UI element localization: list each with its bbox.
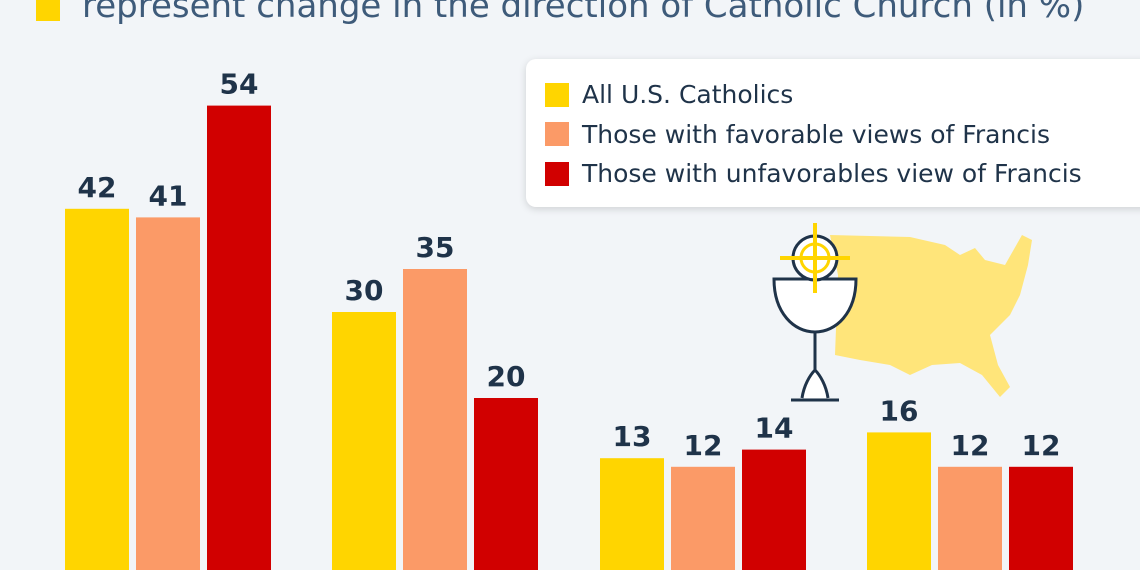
chart-legend: All U.S. Catholics Those with favorable … xyxy=(526,59,1140,207)
bar-all-catholics-group-4 xyxy=(867,432,931,570)
subtitle-marker xyxy=(36,0,60,21)
data-labels-layer: 42 30 13 16 41 35 12 12 54 20 14 12 xyxy=(78,68,1061,462)
bar-all-catholics-group-1 xyxy=(65,208,129,570)
bar-all-catholics-group-3 xyxy=(600,458,664,570)
data-label-unfavorable-group-4: 12 xyxy=(1022,429,1061,462)
data-label-all-catholics-group-4: 16 xyxy=(880,394,919,427)
data-label-favorable-group-4: 12 xyxy=(951,429,990,462)
bar-favorable-group-2 xyxy=(403,269,467,570)
bar-favorable-group-3 xyxy=(671,466,735,570)
data-label-unfavorable-group-2: 20 xyxy=(487,360,526,393)
data-label-all-catholics-group-1: 42 xyxy=(78,171,117,204)
legend-item-unfavorable: Those with unfavorables view of Francis xyxy=(545,154,1140,194)
us-map-icon xyxy=(830,235,1032,397)
legend-label: All U.S. Catholics xyxy=(582,80,794,110)
data-label-all-catholics-group-3: 13 xyxy=(613,420,652,453)
data-label-unfavorable-group-1: 54 xyxy=(220,68,259,101)
data-label-all-catholics-group-2: 30 xyxy=(345,274,384,307)
chart-subtitle-text: represent change in the direction of Cat… xyxy=(82,0,1085,26)
legend-label: Those with unfavorables view of Francis xyxy=(582,159,1082,189)
legend-swatch xyxy=(545,82,569,107)
bar-favorable-group-1 xyxy=(136,217,200,570)
chalice-and-us-map-illustration xyxy=(772,223,1032,402)
legend-label: Those with favorable views of Francis xyxy=(582,119,1051,149)
chart-subtitle: represent change in the direction of Cat… xyxy=(36,0,1084,26)
legend-swatch xyxy=(545,161,569,186)
bar-unfavorable-group-2 xyxy=(474,398,538,570)
bar-unfavorable-group-1 xyxy=(207,105,271,570)
legend-item-favorable: Those with favorable views of Francis xyxy=(545,115,1140,155)
bar-unfavorable-group-4 xyxy=(1009,466,1073,570)
data-label-unfavorable-group-3: 14 xyxy=(755,412,794,445)
bar-favorable-group-4 xyxy=(938,466,1002,570)
legend-item-all-catholics: All U.S. Catholics xyxy=(545,75,1140,115)
data-label-favorable-group-1: 41 xyxy=(149,179,188,212)
bar-unfavorable-group-3 xyxy=(742,449,806,570)
chalice-icon xyxy=(772,223,858,402)
bar-all-catholics-group-2 xyxy=(332,312,396,570)
data-label-favorable-group-2: 35 xyxy=(416,231,455,264)
bars-layer xyxy=(65,105,1073,570)
legend-swatch xyxy=(545,122,569,147)
data-label-favorable-group-3: 12 xyxy=(684,429,723,462)
